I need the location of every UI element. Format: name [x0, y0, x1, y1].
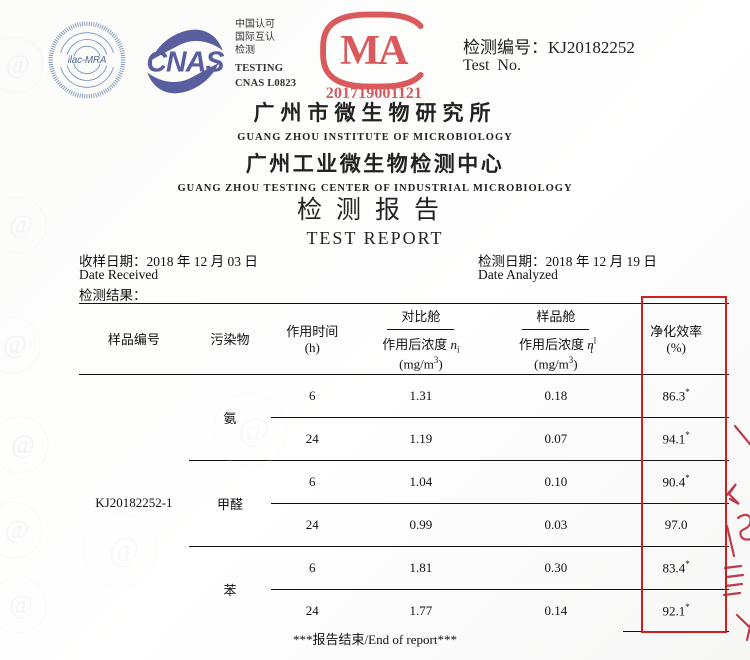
svg-text:@: @ [5, 515, 29, 544]
svg-text:@: @ [108, 531, 139, 568]
svg-text:@: @ [6, 50, 30, 79]
svg-text:@: @ [3, 330, 27, 359]
svg-text:@: @ [9, 590, 33, 619]
svg-text:@: @ [238, 411, 269, 448]
svg-text:@: @ [9, 210, 33, 239]
svg-text:@: @ [11, 430, 35, 459]
